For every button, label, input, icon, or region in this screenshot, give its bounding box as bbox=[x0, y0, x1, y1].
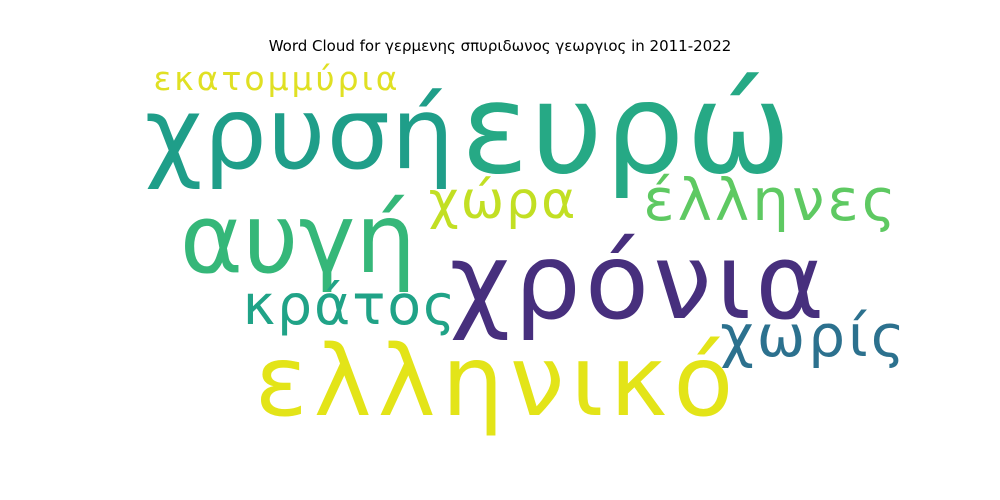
chart-title: Word Cloud for γερμενης σπυριδωνος γεωργ… bbox=[268, 37, 732, 55]
word-cloud-word: κράτος bbox=[243, 273, 458, 337]
word-cloud-word: αυγή bbox=[180, 183, 416, 295]
word-cloud-word: ελληνικό bbox=[255, 325, 740, 439]
word-cloud-word: έλληνες bbox=[643, 166, 899, 234]
word-cloud-word: χρυσή bbox=[145, 75, 456, 192]
word-cloud-word: εκατομμύρια bbox=[153, 59, 400, 98]
word-cloud-word: χρόνια bbox=[450, 221, 829, 343]
word-cloud-word: ευρώ bbox=[461, 57, 793, 202]
word-cloud-word: χωρίς bbox=[720, 302, 908, 370]
word-cloud-word: χώρα bbox=[429, 171, 578, 231]
